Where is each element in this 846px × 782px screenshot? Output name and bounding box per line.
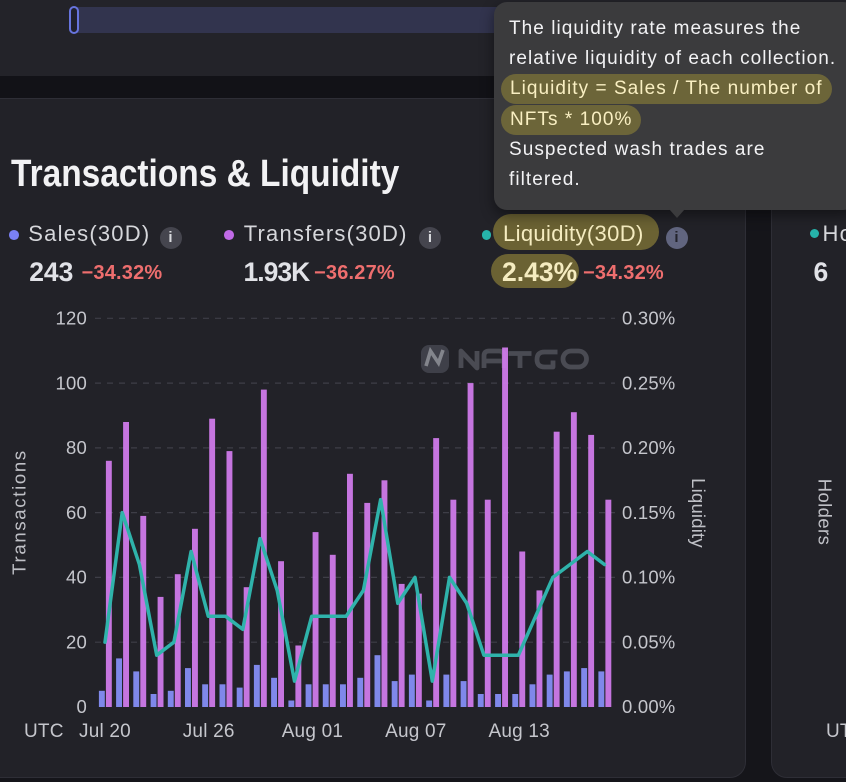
- svg-text:0.05%: 0.05%: [622, 631, 675, 652]
- svg-text:UTC: UTC: [24, 721, 64, 742]
- svg-text:Holders: Holders: [815, 479, 836, 546]
- svg-text:0.25%: 0.25%: [622, 372, 675, 393]
- svg-text:0.10%: 0.10%: [622, 567, 675, 588]
- svg-text:Jul 26: Jul 26: [183, 721, 235, 742]
- svg-text:80: 80: [66, 437, 87, 458]
- svg-text:100: 100: [56, 372, 87, 393]
- svg-text:60: 60: [66, 502, 87, 523]
- svg-text:0.15%: 0.15%: [622, 502, 675, 523]
- svg-text:120: 120: [56, 308, 87, 329]
- svg-text:Transactions: Transactions: [9, 449, 30, 575]
- svg-text:0.20%: 0.20%: [622, 437, 675, 458]
- svg-text:Aug 01: Aug 01: [282, 721, 343, 742]
- svg-text:Liquidity: Liquidity: [688, 478, 709, 548]
- svg-text:40: 40: [66, 567, 87, 588]
- svg-text:Aug 07: Aug 07: [385, 721, 446, 742]
- svg-text:Jul 20: Jul 20: [79, 721, 131, 742]
- svg-text:0.30%: 0.30%: [622, 308, 675, 329]
- svg-text:0: 0: [77, 696, 88, 717]
- svg-text:Aug 13: Aug 13: [488, 721, 549, 742]
- svg-text:0.00%: 0.00%: [622, 696, 675, 717]
- svg-text:20: 20: [66, 631, 87, 652]
- svg-text:UTC: UTC: [826, 721, 846, 742]
